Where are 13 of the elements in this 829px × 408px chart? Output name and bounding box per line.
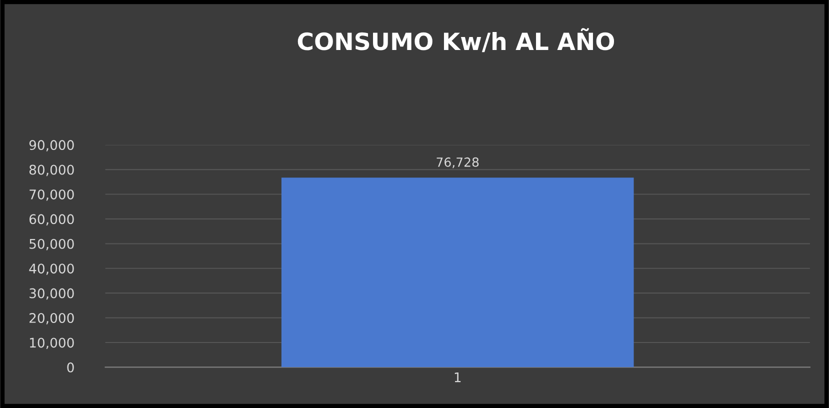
y-tick-label: 10,000 bbox=[30, 338, 74, 350]
y-tick-label: 30,000 bbox=[30, 288, 74, 300]
y-tick-label: 90,000 bbox=[29, 140, 74, 152]
y-tick-label: 70,000 bbox=[30, 189, 74, 201]
x-tick-label: 1 bbox=[454, 372, 461, 382]
y-tick-label: 20,000 bbox=[30, 313, 74, 324]
y-tick-label: 40,000 bbox=[29, 264, 74, 275]
y-tick-label: 50,000 bbox=[30, 238, 74, 250]
text: 76,728 bbox=[436, 157, 479, 168]
y-tick-label: 60,000 bbox=[29, 214, 74, 226]
y-tick-label: 0 bbox=[67, 362, 74, 372]
y-tick-label: 80,000 bbox=[29, 164, 74, 176]
chart-title: CONSUMO Kw/h AL AÑO bbox=[298, 28, 614, 52]
